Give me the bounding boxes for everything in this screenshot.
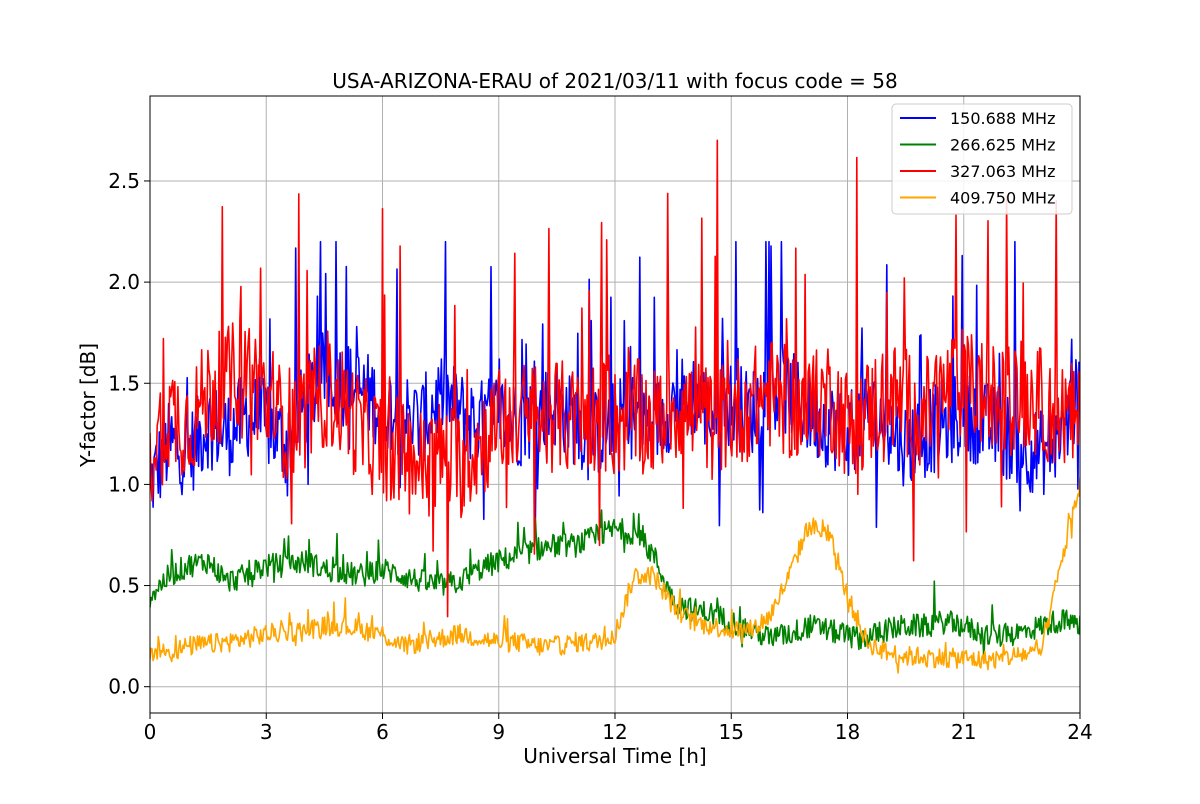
x-tick-label: 6 <box>376 720 389 744</box>
legend-label: 327.063 MHz <box>950 162 1055 181</box>
y-axis-label: Y-factor [dB] <box>76 343 100 468</box>
legend-label: 150.688 MHz <box>950 109 1055 128</box>
legend-label: 409.750 MHz <box>950 189 1055 208</box>
y-tick-label: 0.5 <box>108 574 140 598</box>
series-line <box>150 477 1080 674</box>
x-tick-label: 24 <box>1067 720 1092 744</box>
series-line <box>150 509 1080 661</box>
series-lines <box>150 139 1080 674</box>
legend-box <box>891 103 1073 215</box>
y-tick-label: 1.0 <box>108 472 140 496</box>
x-tick-label: 21 <box>951 720 976 744</box>
y-tick-label: 2.5 <box>108 169 140 193</box>
x-tick-label: 12 <box>602 720 627 744</box>
chart-title: USA-ARIZONA-ERAU of 2021/03/11 with focu… <box>332 69 897 93</box>
ticks: 0 3 6 9 12 15 18 21 24 0.0 0.5 1.0 1.5 2.0 2.5 <box>108 169 1093 744</box>
x-tick-label: 0 <box>144 720 157 744</box>
x-tick-label: 15 <box>719 720 744 744</box>
x-axis-label: Universal Time [h] <box>523 744 706 768</box>
y-tick-label: 0.0 <box>108 675 140 699</box>
x-tick-label: 18 <box>835 720 860 744</box>
x-tick-label: 3 <box>260 720 273 744</box>
series-line <box>150 139 1080 618</box>
x-tick-label: 9 <box>492 720 505 744</box>
legend-label: 266.625 MHz <box>950 136 1055 155</box>
legend: 150.688 MHz 266.625 MHz 327.063 MHz 409.750… <box>891 103 1073 215</box>
y-tick-label: 1.5 <box>108 371 140 395</box>
y-tick-label: 2.0 <box>108 270 140 294</box>
